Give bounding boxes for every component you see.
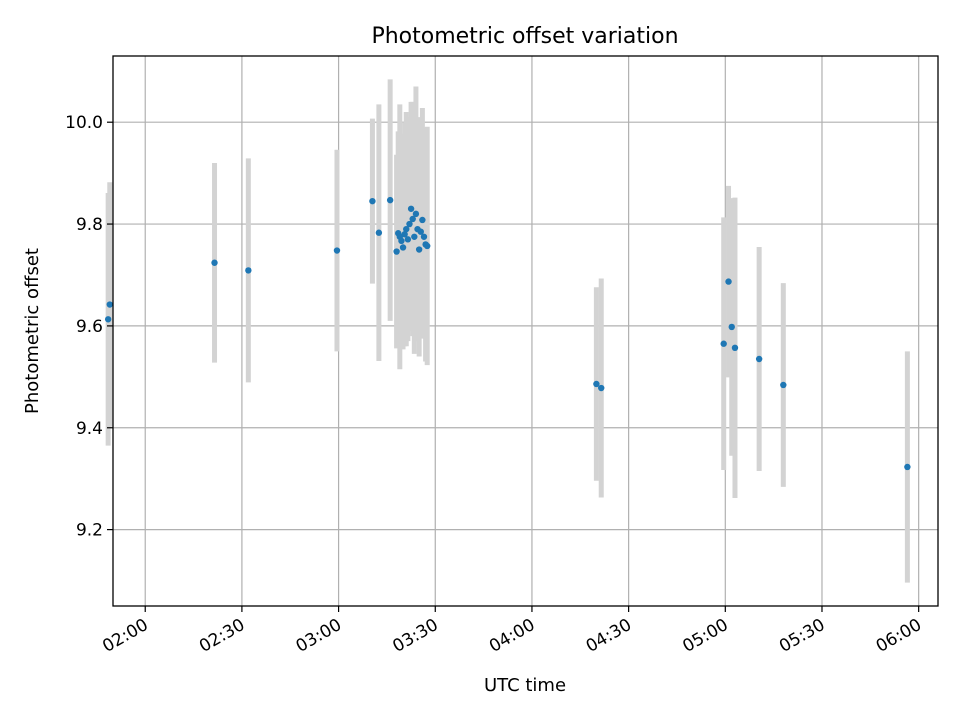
y-tick-label: 9.8: [76, 215, 103, 235]
data-point: [211, 259, 218, 266]
data-point: [598, 384, 605, 392]
data-point: [731, 344, 739, 352]
data-point: [386, 196, 394, 204]
data-point: [245, 267, 252, 274]
data-points: [104, 196, 911, 471]
data-point: [755, 355, 763, 363]
data-point: [725, 278, 732, 285]
data-point: [419, 216, 426, 224]
data-point: [424, 242, 431, 250]
y-tick-label: 9.2: [76, 521, 103, 541]
data-point: [106, 301, 113, 308]
data-point: [404, 236, 412, 243]
data-point: [412, 210, 420, 218]
chart-title: Photometric offset variation: [371, 24, 678, 49]
data-point: [415, 246, 423, 253]
data-point: [409, 215, 416, 223]
data-point: [403, 225, 410, 233]
y-tick-label: 9.6: [76, 317, 103, 337]
data-point: [393, 248, 400, 255]
data-point: [420, 233, 428, 240]
y-tick-label: 10.0: [65, 113, 103, 133]
data-point: [780, 381, 787, 389]
data-point: [399, 244, 407, 251]
data-point: [417, 228, 424, 235]
data-point: [333, 247, 341, 254]
data-point: [369, 197, 376, 205]
data-point: [407, 205, 415, 212]
plot-frame: [112, 55, 939, 607]
data-point: [411, 233, 418, 240]
data-point: [904, 463, 911, 471]
data-point: [593, 380, 600, 388]
data-point: [728, 323, 735, 331]
y-axis-title: Photometric offset: [22, 248, 43, 414]
data-point: [401, 231, 408, 238]
data-point: [104, 316, 112, 323]
y-tick-label: 9.4: [76, 419, 103, 439]
data-point: [720, 340, 727, 347]
data-point: [375, 229, 383, 236]
y-axis: 9.2 9.4 9.6 9.8 10.0: [65, 113, 113, 541]
data-point: [398, 237, 405, 245]
data-point: [406, 220, 413, 228]
x-axis-title: UTC time: [484, 675, 566, 696]
